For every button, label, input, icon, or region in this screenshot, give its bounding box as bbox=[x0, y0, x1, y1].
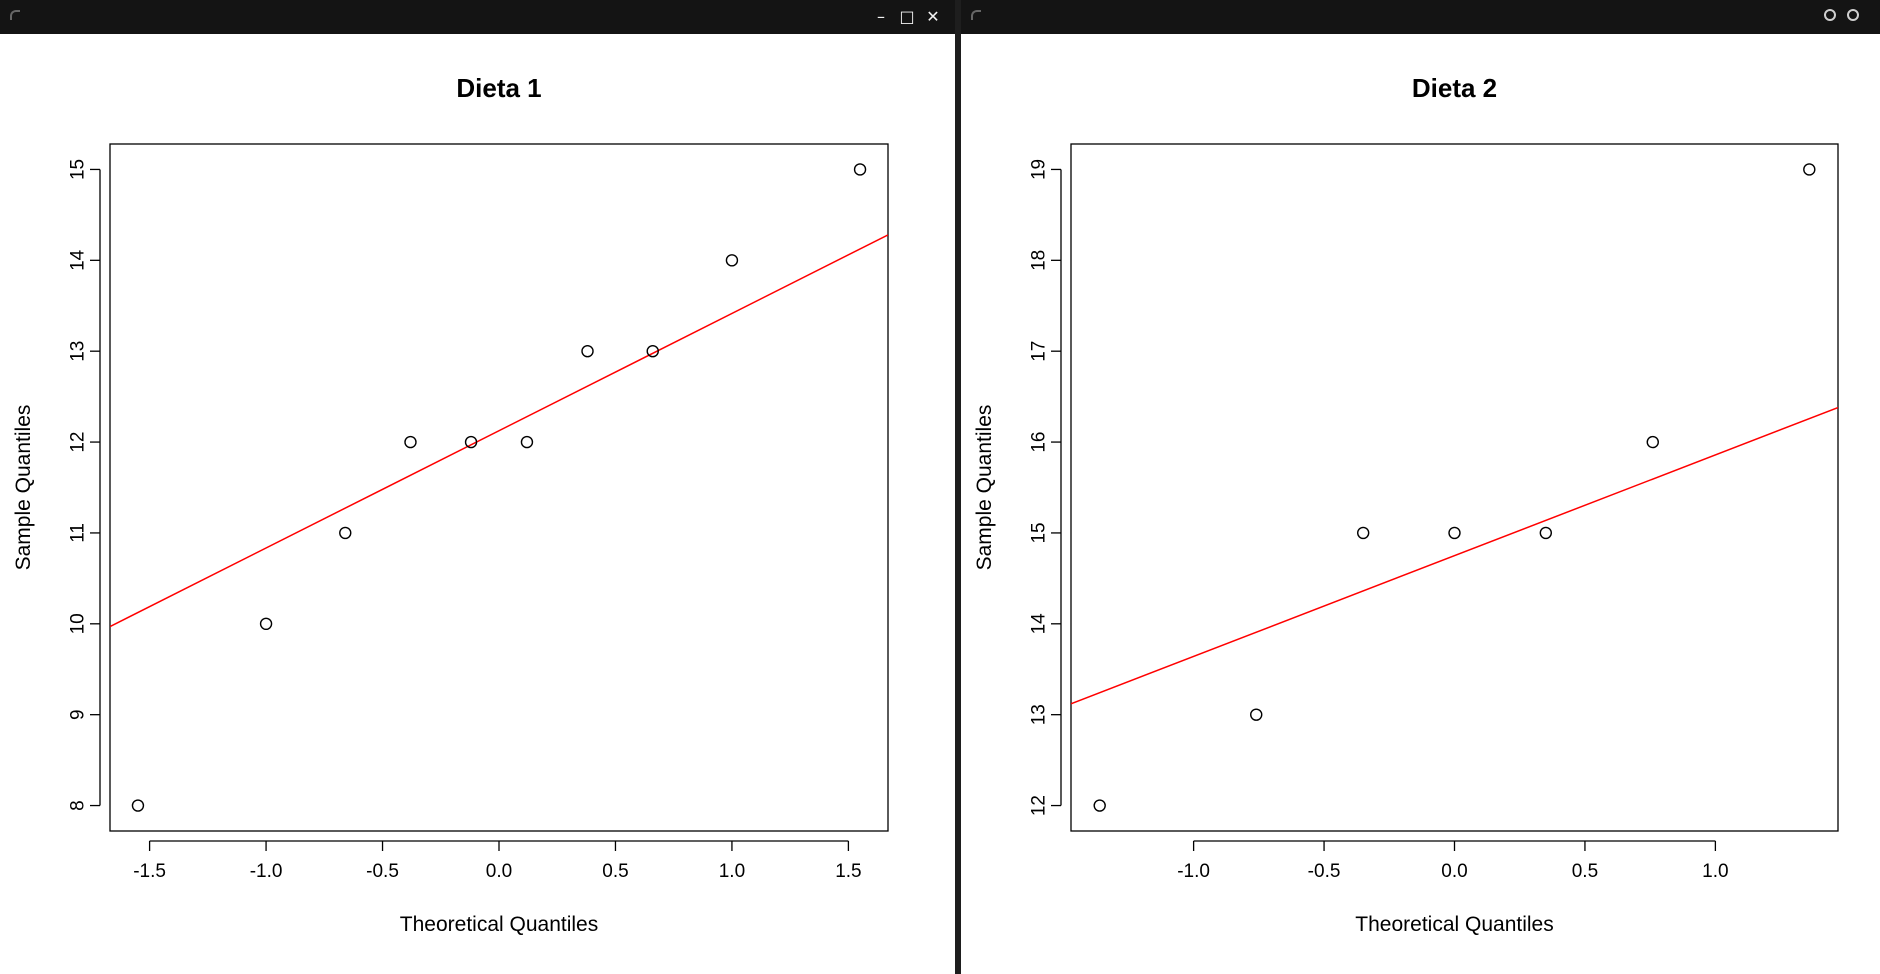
data-point bbox=[259, 617, 273, 631]
data-point bbox=[1250, 708, 1263, 721]
y-tick-label: 17 bbox=[1029, 341, 1050, 362]
window-corner-icon bbox=[971, 10, 981, 20]
data-point bbox=[725, 254, 739, 267]
y-tick-label: 16 bbox=[1029, 431, 1050, 452]
data-point bbox=[1448, 526, 1461, 540]
y-tick-label: 10 bbox=[68, 613, 89, 634]
data-point bbox=[404, 435, 417, 449]
close-icon[interactable]: ✕ bbox=[926, 7, 940, 26]
x-tick-label: -1.0 bbox=[1177, 861, 1210, 882]
qq-reference-line bbox=[110, 234, 888, 628]
y-tick-label: 15 bbox=[1029, 522, 1050, 543]
qq-reference-line bbox=[1071, 406, 1838, 705]
window-corner-icon bbox=[10, 10, 20, 20]
minimize-icon[interactable]: – bbox=[877, 7, 885, 26]
x-tick-label: 1.5 bbox=[835, 861, 861, 882]
x-tick-label: -0.5 bbox=[1308, 861, 1341, 882]
plot-frame bbox=[1070, 143, 1839, 832]
y-tick-label: 14 bbox=[1029, 613, 1050, 635]
chart-dieta-2: Dieta 2 -1.0 -0.5 0.0 0.5 1.0 12 13 14 15 16 17 18 19… bbox=[973, 73, 1839, 936]
data-point bbox=[339, 526, 352, 540]
data-point bbox=[646, 344, 659, 358]
circle-button-icon[interactable] bbox=[1847, 9, 1859, 21]
circle-button-icon[interactable] bbox=[1824, 9, 1836, 21]
data-point bbox=[464, 435, 478, 449]
x-tick-label: 1.0 bbox=[1702, 861, 1728, 882]
plot-window-2: Dieta 2 -1.0 -0.5 0.0 0.5 1.0 12 13 14 15 16 17 18 19… bbox=[961, 0, 1880, 974]
plot-area-1: Dieta 1 -1.5 -1.0 -0.5 0.0 0.5 1.0 1.5 8 9 10 11 12 1… bbox=[0, 34, 955, 974]
data-point bbox=[1356, 526, 1370, 540]
data-point bbox=[1539, 526, 1553, 540]
window-titlebar[interactable] bbox=[961, 0, 1880, 34]
data-point bbox=[131, 799, 145, 812]
y-tick-label: 14 bbox=[68, 249, 89, 271]
y-tick-label: 12 bbox=[68, 431, 89, 452]
window-titlebar[interactable]: – □ ✕ bbox=[0, 0, 955, 34]
maximize-icon[interactable]: □ bbox=[899, 7, 915, 26]
data-point bbox=[520, 435, 534, 449]
data-point bbox=[1646, 435, 1659, 449]
x-tick-label: -1.0 bbox=[250, 861, 283, 882]
y-tick-label: 13 bbox=[68, 341, 89, 362]
data-point bbox=[853, 163, 867, 176]
x-tick-label: 0.0 bbox=[486, 861, 512, 882]
x-tick-label: -1.5 bbox=[133, 861, 166, 882]
y-tick-label: 19 bbox=[1029, 159, 1050, 180]
y-tick-label: 18 bbox=[1029, 250, 1050, 271]
plot-frame bbox=[109, 143, 889, 832]
y-tick-label: 13 bbox=[1029, 704, 1050, 725]
x-tick-label: 0.5 bbox=[602, 861, 628, 882]
y-axis-label: Sample Quantiles bbox=[973, 405, 996, 571]
y-tick-label: 9 bbox=[68, 709, 89, 720]
chart-title: Dieta 1 bbox=[456, 73, 541, 103]
y-tick-label: 8 bbox=[68, 800, 89, 811]
x-tick-label: -0.5 bbox=[366, 861, 399, 882]
chart-dieta-1: Dieta 1 -1.5 -1.0 -0.5 0.0 0.5 1.0 1.5 8 9 10 11 12 1… bbox=[12, 73, 889, 936]
y-tick-label: 15 bbox=[68, 159, 89, 180]
data-point bbox=[1803, 163, 1816, 176]
y-tick-label: 11 bbox=[68, 523, 89, 543]
x-axis-label: Theoretical Quantiles bbox=[1355, 913, 1553, 936]
data-point bbox=[581, 344, 594, 358]
y-tick-label: 12 bbox=[1029, 795, 1050, 816]
plot-area-2: Dieta 2 -1.0 -0.5 0.0 0.5 1.0 12 13 14 15 16 17 18 19… bbox=[961, 34, 1880, 974]
data-point bbox=[1093, 799, 1106, 812]
x-axis-label: Theoretical Quantiles bbox=[400, 913, 598, 936]
x-tick-label: 0.0 bbox=[1441, 861, 1467, 882]
plot-window-1: – □ ✕ Dieta 1 -1.5 -1.0 -0.5 0.0 0.5 1.0 1.5 8 9 1… bbox=[0, 0, 955, 974]
y-axis-label: Sample Quantiles bbox=[12, 405, 35, 571]
chart-title: Dieta 2 bbox=[1412, 73, 1497, 103]
x-tick-label: 1.0 bbox=[719, 861, 745, 882]
x-tick-label: 0.5 bbox=[1572, 861, 1598, 882]
